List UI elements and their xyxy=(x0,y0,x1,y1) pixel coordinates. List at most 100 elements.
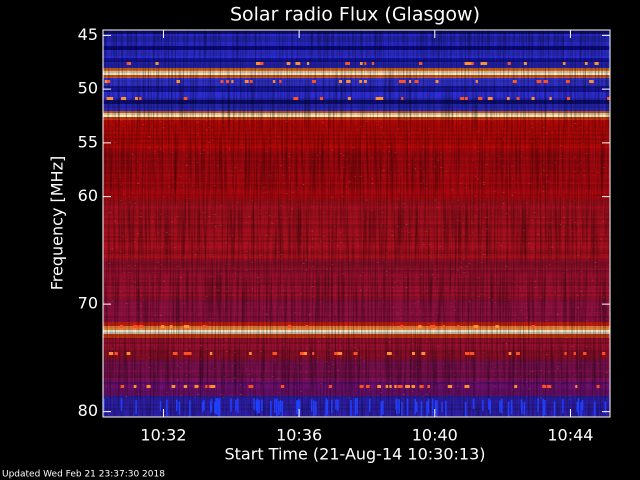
speckle xyxy=(483,62,488,65)
blue-streak xyxy=(276,398,278,417)
blue-streak xyxy=(215,398,217,415)
speckle xyxy=(427,385,431,388)
speckle xyxy=(249,80,253,83)
speckle xyxy=(176,80,181,83)
blue-streak xyxy=(189,400,191,417)
blue-streak xyxy=(279,399,282,412)
speckle xyxy=(312,352,315,355)
speckle xyxy=(260,62,264,65)
speckle xyxy=(602,352,606,355)
blue-streak xyxy=(489,400,492,414)
speckle xyxy=(506,97,510,100)
blue-streak xyxy=(544,399,546,416)
speckle xyxy=(334,352,339,355)
blue-streak xyxy=(178,401,181,415)
speckle xyxy=(457,325,460,328)
speckle xyxy=(319,97,324,100)
speckle xyxy=(375,97,381,100)
speckle xyxy=(106,80,111,83)
speckle xyxy=(447,385,453,388)
x-tick-label: 10:36 xyxy=(276,426,322,445)
speckle xyxy=(106,97,111,100)
speckle xyxy=(363,80,367,83)
speckle xyxy=(126,62,130,65)
speckle xyxy=(187,352,192,355)
blue-streak xyxy=(436,400,438,417)
speckle xyxy=(172,352,178,355)
blue-streak xyxy=(482,400,484,412)
speckle xyxy=(244,80,249,83)
blue-streak xyxy=(580,401,582,417)
speckle xyxy=(286,62,291,65)
speckle xyxy=(104,80,109,83)
speckle xyxy=(121,97,125,100)
blue-streak xyxy=(398,399,400,414)
blue-streak xyxy=(337,399,339,411)
speckle xyxy=(405,385,410,388)
x-axis-label: Start Time (21-Aug-14 10:30:13) xyxy=(225,445,486,464)
blue-streak xyxy=(202,401,204,412)
speckle xyxy=(464,97,468,100)
blue-streak xyxy=(521,401,523,414)
blue-streak xyxy=(356,398,358,414)
speckle xyxy=(429,325,435,328)
speckle xyxy=(495,325,499,328)
blue-streak xyxy=(237,398,239,413)
y-tick-label: 70 xyxy=(78,294,98,313)
speckle xyxy=(183,97,188,100)
blue-streak xyxy=(325,398,328,416)
blue-streak xyxy=(120,398,123,412)
speckle xyxy=(194,385,198,388)
speckle xyxy=(507,62,511,65)
blue-streak xyxy=(214,401,216,414)
blue-streak xyxy=(298,400,301,414)
speckle xyxy=(119,325,123,328)
blue-streak xyxy=(577,398,580,416)
speckle xyxy=(135,325,138,328)
speckle xyxy=(549,97,552,100)
speckle xyxy=(231,80,234,83)
speckle xyxy=(565,80,570,83)
blue-streak xyxy=(604,401,607,414)
speckle xyxy=(589,80,594,83)
speckle xyxy=(377,385,382,388)
speckle xyxy=(345,62,349,65)
blue-streak xyxy=(594,401,596,417)
blue-streak xyxy=(278,401,280,416)
speckle xyxy=(513,80,517,83)
speckle xyxy=(293,97,299,100)
speckle xyxy=(272,352,275,355)
speckle xyxy=(226,80,230,83)
blue-streak xyxy=(472,398,475,409)
speckle xyxy=(536,80,542,83)
speckle xyxy=(543,80,549,83)
speckle xyxy=(414,80,419,83)
speckle xyxy=(514,385,518,388)
speckle xyxy=(594,62,599,65)
blue-streak xyxy=(218,398,221,416)
speckle xyxy=(607,97,610,100)
speckle xyxy=(401,97,404,100)
blue-streak xyxy=(258,399,260,413)
blue-streak xyxy=(135,399,137,415)
speckle xyxy=(516,97,520,100)
blue-streak xyxy=(298,399,300,413)
speckle xyxy=(473,325,479,328)
blue-streak xyxy=(281,401,284,417)
speckle xyxy=(138,97,142,100)
speckle xyxy=(114,352,118,355)
speckle xyxy=(378,97,384,100)
speckle xyxy=(531,97,535,100)
blue-streak xyxy=(313,400,315,417)
speckle xyxy=(371,62,375,65)
speckle xyxy=(183,385,188,388)
speckle xyxy=(133,325,136,328)
blue-streak xyxy=(159,400,162,412)
blue-streak xyxy=(253,398,255,410)
speckle xyxy=(508,352,512,355)
speckle xyxy=(583,352,587,355)
speckle xyxy=(279,80,282,83)
blue-streak xyxy=(368,398,371,412)
speckle xyxy=(359,62,363,65)
